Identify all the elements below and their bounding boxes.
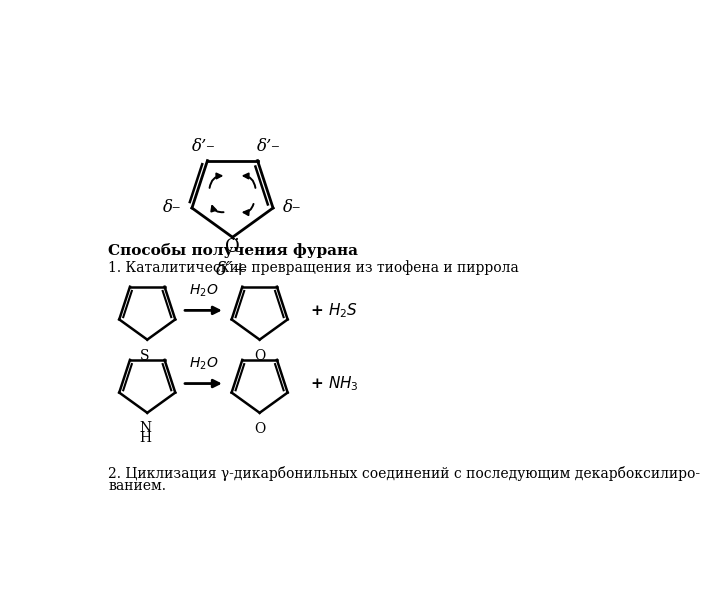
Text: δ’–: δ’– xyxy=(192,138,215,155)
Text: O: O xyxy=(254,422,265,436)
Text: + $NH_3$: + $NH_3$ xyxy=(310,374,359,393)
Text: ванием.: ванием. xyxy=(108,479,167,493)
Text: Способы получения фурана: Способы получения фурана xyxy=(108,243,359,258)
Text: 2. Циклизация γ-дикарбонильных соединений с последующим декарбоксилиро-: 2. Циклизация γ-дикарбонильных соединени… xyxy=(108,466,701,481)
Text: $H_2O$: $H_2O$ xyxy=(189,356,218,372)
Text: + $H_2S$: + $H_2S$ xyxy=(310,301,358,320)
Text: N: N xyxy=(139,421,151,435)
Text: Ö: Ö xyxy=(225,238,240,256)
Text: H: H xyxy=(139,431,151,445)
Text: S: S xyxy=(140,349,150,363)
Text: δ’–: δ’– xyxy=(257,138,281,155)
Text: δ–: δ– xyxy=(283,200,302,216)
Text: δ″+: δ″+ xyxy=(216,261,249,278)
Text: $H_2O$: $H_2O$ xyxy=(189,282,218,299)
Text: 1. Каталитические превращения из тиофена и пиррола: 1. Каталитические превращения из тиофена… xyxy=(108,261,519,275)
Text: O: O xyxy=(254,349,265,363)
Text: δ–: δ– xyxy=(163,200,182,216)
